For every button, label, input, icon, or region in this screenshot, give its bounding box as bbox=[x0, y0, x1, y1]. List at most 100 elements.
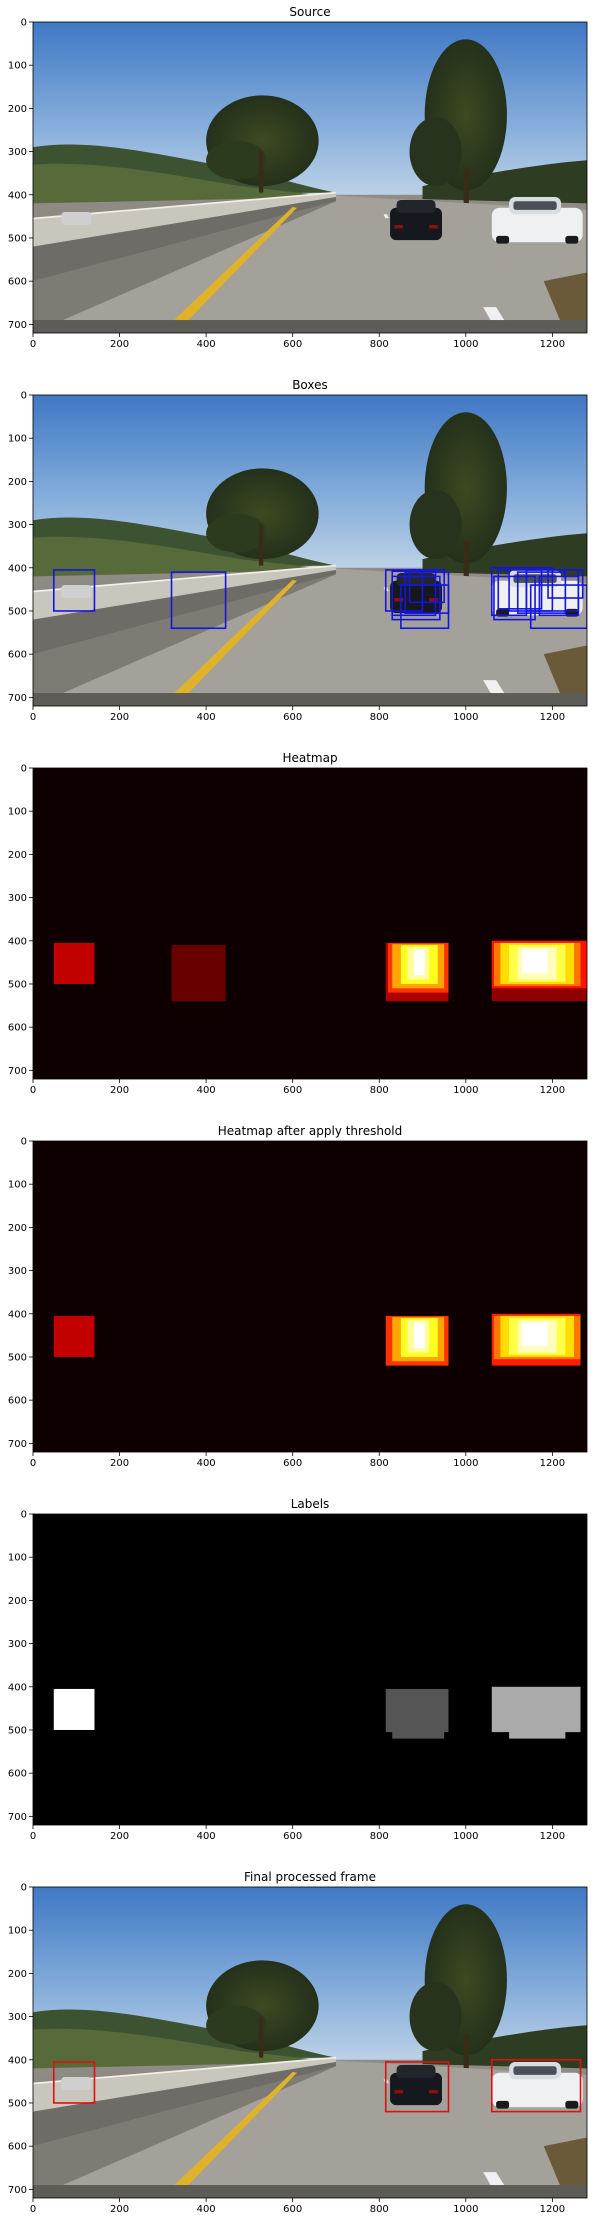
y-tick-label: 700 bbox=[8, 320, 27, 331]
x-tick-label: 600 bbox=[283, 1458, 302, 1469]
y-tick-label: 700 bbox=[8, 693, 27, 704]
x-tick-label: 200 bbox=[110, 712, 129, 723]
y-tick-label: 700 bbox=[8, 2185, 27, 2196]
y-tick-label: 500 bbox=[8, 606, 27, 617]
chart-panel-3: Heatmap 0 200 400 600 800 1000 1200 0 100 200 300 40… bbox=[8, 751, 588, 1096]
x-tick-label: 1000 bbox=[453, 1831, 478, 1842]
label-region-3 bbox=[509, 1727, 566, 1739]
x-tick-label: 0 bbox=[30, 1085, 36, 1096]
road-image bbox=[33, 22, 587, 333]
chart-title: Labels bbox=[291, 1497, 330, 1511]
plot-area bbox=[33, 768, 587, 1079]
y-tick-label: 100 bbox=[8, 1553, 27, 1564]
x-tick-label: 1200 bbox=[540, 1085, 565, 1096]
x-tick-label: 600 bbox=[283, 339, 302, 350]
detection-box bbox=[170, 571, 227, 630]
y-tick-label: 700 bbox=[8, 1066, 27, 1077]
x-tick-label: 600 bbox=[283, 2204, 302, 2215]
y-tick-label: 300 bbox=[8, 893, 27, 904]
y-tick-label: 500 bbox=[8, 1352, 27, 1363]
y-tick-label: 100 bbox=[8, 1180, 27, 1191]
y-tick-label: 600 bbox=[8, 650, 27, 661]
label-region-2 bbox=[385, 1688, 449, 1733]
heat-cell bbox=[413, 949, 425, 976]
x-tick-label: 0 bbox=[30, 1831, 36, 1842]
plot-area bbox=[33, 1141, 587, 1452]
x-tick-label: 0 bbox=[30, 2204, 36, 2215]
y-tick-label: 400 bbox=[8, 1309, 27, 1320]
x-tick-label: 1000 bbox=[453, 339, 478, 350]
chart-panel-1: Source 0 200 400 600 800 1000 1200 0 100 200 300 400… bbox=[8, 5, 588, 350]
label-region-3 bbox=[491, 1686, 581, 1733]
y-tick-label: 200 bbox=[8, 1596, 27, 1607]
x-tick-label: 200 bbox=[110, 339, 129, 350]
y-tick-label: 600 bbox=[8, 1769, 27, 1780]
plot-area bbox=[33, 395, 587, 706]
x-tick-label: 200 bbox=[110, 1085, 129, 1096]
y-tick-label: 700 bbox=[8, 1812, 27, 1823]
x-tick-label: 0 bbox=[30, 339, 36, 350]
y-tick-label: 300 bbox=[8, 1266, 27, 1277]
axes-frame bbox=[32, 767, 588, 1080]
y-tick-label: 100 bbox=[8, 61, 27, 72]
y-tick-label: 200 bbox=[8, 850, 27, 861]
y-tick-label: 0 bbox=[21, 1883, 27, 1894]
chart-title: Heatmap bbox=[282, 751, 337, 765]
x-tick-label: 0 bbox=[30, 712, 36, 723]
axes-frame bbox=[32, 1886, 588, 2199]
heat-cell bbox=[53, 1315, 95, 1357]
y-tick-label: 100 bbox=[8, 1926, 27, 1937]
y-tick-label: 200 bbox=[8, 104, 27, 115]
x-tick-label: 800 bbox=[370, 339, 389, 350]
chart-panel-2: Boxes 0 200 400 600 800 1000 1200 0 100 200 300 400 5… bbox=[8, 378, 588, 723]
heat-cell bbox=[53, 942, 95, 984]
y-tick-label: 400 bbox=[8, 936, 27, 947]
y-tick-label: 700 bbox=[8, 1439, 27, 1450]
x-tick-label: 800 bbox=[370, 1458, 389, 1469]
axes-frame bbox=[32, 21, 588, 334]
x-tick-label: 1200 bbox=[540, 1831, 565, 1842]
plot-area bbox=[33, 1514, 587, 1825]
y-tick-label: 500 bbox=[8, 2098, 27, 2109]
x-tick-label: 800 bbox=[370, 712, 389, 723]
axes-frame bbox=[32, 1140, 588, 1453]
axes-frame bbox=[32, 1513, 588, 1826]
y-tick-label: 200 bbox=[8, 1969, 27, 1980]
x-tick-label: 400 bbox=[197, 2204, 216, 2215]
chart-title: Heatmap after apply threshold bbox=[218, 1124, 403, 1138]
labels-background bbox=[33, 1514, 587, 1825]
x-tick-label: 1000 bbox=[453, 1085, 478, 1096]
x-tick-label: 200 bbox=[110, 1831, 129, 1842]
chart-panel-4: Heatmap after apply threshold 0 200 400 600 8… bbox=[8, 1124, 588, 1469]
y-tick-label: 100 bbox=[8, 434, 27, 445]
y-tick-label: 0 bbox=[21, 391, 27, 402]
detection-box bbox=[400, 584, 450, 630]
x-tick-label: 400 bbox=[197, 712, 216, 723]
y-tick-label: 600 bbox=[8, 2142, 27, 2153]
plot-area bbox=[33, 22, 587, 333]
plot-area bbox=[33, 1887, 587, 2198]
axes-frame bbox=[32, 394, 588, 707]
y-tick-label: 300 bbox=[8, 2012, 27, 2023]
y-tick-label: 400 bbox=[8, 190, 27, 201]
y-tick-label: 300 bbox=[8, 147, 27, 158]
x-tick-label: 200 bbox=[110, 1458, 129, 1469]
road-image bbox=[33, 395, 587, 706]
detection-box bbox=[391, 575, 441, 621]
chart-panel-5: Labels 0 200 400 600 800 1000 1200 0 100 200 300 400… bbox=[8, 1497, 588, 1842]
detection-box bbox=[497, 569, 543, 610]
x-tick-label: 400 bbox=[197, 1831, 216, 1842]
y-tick-label: 300 bbox=[8, 520, 27, 531]
detection-box bbox=[538, 575, 580, 617]
chart-title: Final processed frame bbox=[244, 1870, 376, 1884]
detection-box bbox=[529, 584, 587, 630]
x-tick-label: 1200 bbox=[540, 339, 565, 350]
y-tick-label: 600 bbox=[8, 1396, 27, 1407]
x-tick-label: 1200 bbox=[540, 712, 565, 723]
chart-title: Source bbox=[289, 5, 330, 19]
x-tick-label: 1000 bbox=[453, 1458, 478, 1469]
y-tick-label: 400 bbox=[8, 1682, 27, 1693]
detection-box bbox=[493, 575, 536, 621]
